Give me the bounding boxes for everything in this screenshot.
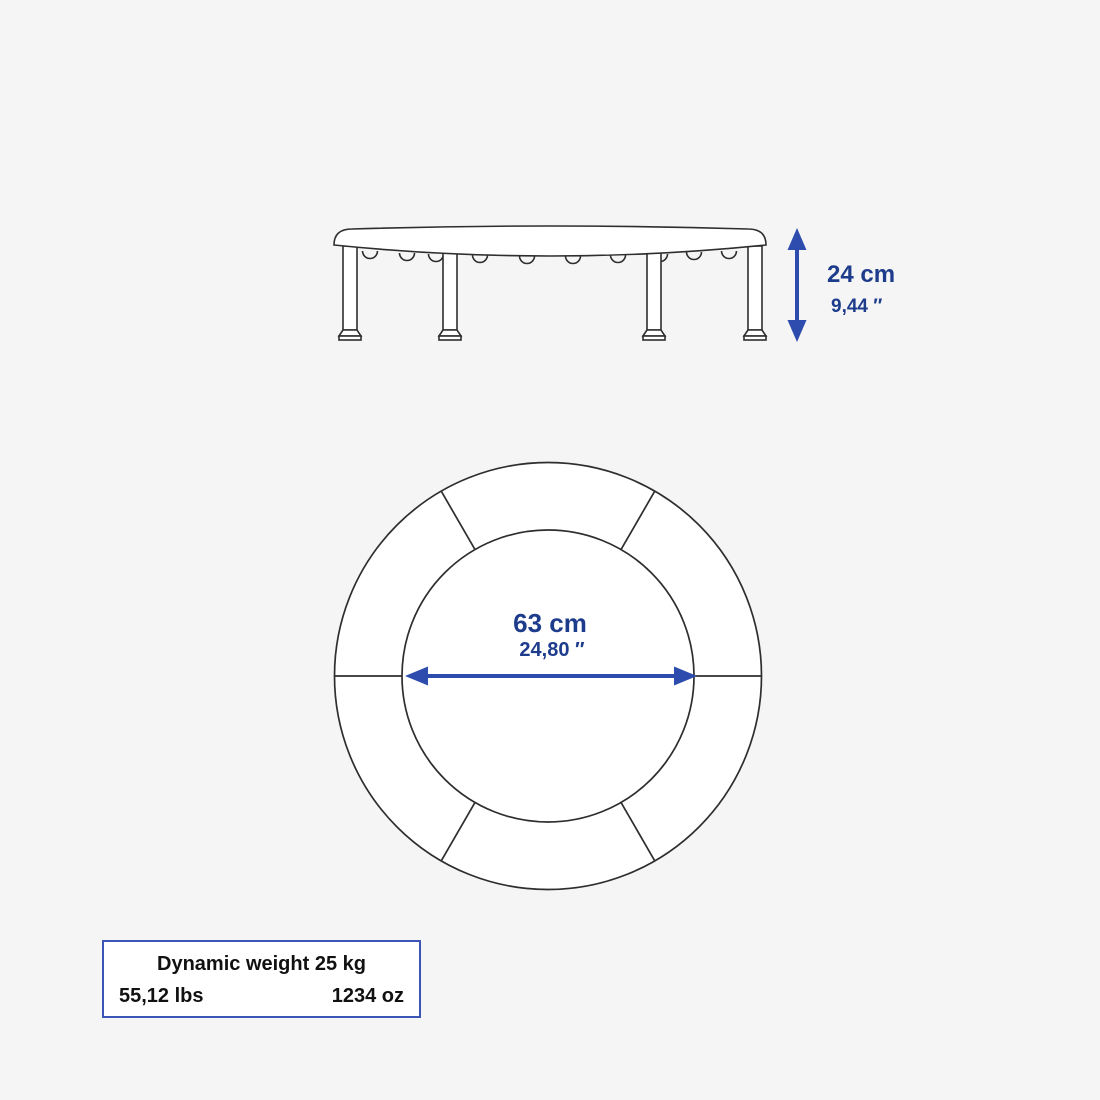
ring-divider: [620, 490, 656, 551]
dynamic-weight-row: 55,12 lbs 1234 oz: [104, 985, 419, 1008]
diameter-value-imperial: 24,80 ″: [519, 639, 585, 661]
ring-dividers: [334, 490, 762, 862]
spring: [518, 255, 536, 265]
spring: [427, 253, 445, 263]
diameter-arrow-icon: [405, 666, 697, 686]
height-value-imperial: 9,44 ″: [831, 296, 883, 317]
weight-lbs-value: 55,12 lbs: [119, 985, 204, 1007]
weight-oz-value: 1234 oz: [331, 985, 404, 1007]
ring-divider: [620, 801, 656, 862]
spring: [720, 250, 738, 260]
diameter-value-metric: 63 cm: [513, 608, 587, 638]
spring: [564, 255, 582, 265]
ring-divider: [440, 490, 476, 551]
springs: [361, 250, 738, 265]
dynamic-weight-title: Dynamic weight 25 kg: [157, 953, 366, 975]
ring-divider: [440, 801, 476, 862]
height-value-metric: 24 cm: [827, 261, 896, 288]
leg: [742, 245, 768, 341]
height-arrow-icon: [787, 228, 807, 342]
leg: [437, 245, 463, 341]
trampoline-pad: [333, 225, 767, 257]
leg: [337, 245, 363, 341]
spring: [685, 251, 703, 261]
dynamic-weight-box: Dynamic weight 25 kg 55,12 lbs 1234 oz: [102, 940, 421, 1018]
trampoline-side-view: [333, 225, 768, 341]
spring: [609, 254, 627, 264]
spring: [471, 254, 489, 264]
leg: [641, 245, 667, 341]
spring: [398, 252, 416, 262]
spring: [361, 250, 379, 260]
